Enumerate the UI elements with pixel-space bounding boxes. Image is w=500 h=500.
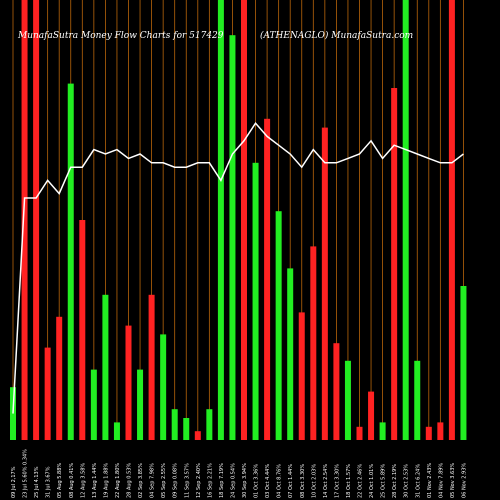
x-tick-label: 31 Jul 3.67% — [46, 466, 52, 498]
x-tick-label: 04 Nov 7.89% — [438, 463, 444, 498]
x-tick-label: 25 Jul 4.13% — [34, 466, 40, 498]
bar-2 — [21, 0, 28, 440]
bar-11 — [125, 325, 132, 440]
bar-series — [10, 0, 467, 441]
x-tick-label: 22 Aug 1.80% — [115, 463, 121, 498]
bar-32 — [368, 391, 375, 440]
x-tick-label: 08 Aug 0.41% — [69, 463, 75, 498]
bar-17 — [194, 431, 201, 440]
x-tick-label: 12 Aug 3.58% — [80, 463, 86, 498]
x-tick-label: 19 Aug 1.88% — [103, 463, 109, 498]
chart-title-left: MunafaSutra Money Flow Charts for 517429 — [17, 31, 224, 41]
bar-20 — [229, 35, 236, 440]
bar-26 — [298, 312, 305, 440]
x-tick-label: 07 Oct 1.44% — [288, 464, 294, 498]
x-tick-label: 06 Nov 2.93% — [461, 463, 467, 498]
x-tick-label: 30 Sep 3.94% — [242, 463, 248, 498]
bar-22 — [252, 162, 259, 441]
bar-13 — [148, 294, 155, 440]
x-tick-label: 12 Sep 2.40% — [196, 463, 202, 498]
bar-14 — [160, 334, 167, 440]
bar-39 — [448, 0, 455, 440]
bar-18 — [206, 409, 213, 440]
x-tick-label: 18 Oct 1.57% — [346, 464, 352, 498]
x-tick-label: 09 Jul 2,17% — [11, 466, 17, 498]
bar-12 — [137, 369, 144, 440]
x-tick-label: 23 Jul 5.60% 0.34% — [23, 449, 29, 498]
bar-31 — [356, 426, 363, 440]
x-tick-label: 22 Oct 2.46% — [358, 464, 364, 498]
bar-23 — [264, 118, 271, 441]
x-tick-label: 11 Sep 3.57% — [184, 463, 190, 498]
bar-38 — [437, 422, 444, 440]
x-tick-label: 05 Aug 5.88% — [57, 463, 63, 498]
x-tick-label: 05 Sep 2.55% — [161, 463, 167, 498]
x-tick-label: 24 Sep 0.54% — [230, 463, 236, 498]
x-tick-label: 28 Oct 2.19% — [392, 464, 398, 498]
bar-25 — [287, 268, 294, 440]
x-tick-label: 25 Oct 5.89% — [381, 464, 387, 498]
bar-6 — [67, 83, 74, 440]
x-tick-label: 10 Oct 2.03% — [311, 464, 317, 498]
x-tick-label: 04 Sep 7.98% — [150, 463, 156, 498]
bar-28 — [321, 127, 328, 440]
bar-21 — [241, 0, 247, 440]
bar-33 — [379, 422, 386, 440]
x-tick-label: 09 Sep 0.08% — [173, 463, 179, 498]
x-tick-label: 13 Aug 1.44% — [92, 463, 98, 498]
x-tick-label: 17 Oct 3.30% — [334, 464, 340, 498]
bar-30 — [344, 360, 351, 440]
x-tick-label: 28 Aug 0.53% — [127, 463, 133, 498]
bar-8 — [90, 369, 97, 440]
bar-15 — [171, 409, 178, 440]
x-tick-label: 31 Oct 6.24% — [415, 464, 421, 498]
x-tick-label: 05 Nov 3.63% — [450, 463, 456, 498]
bar-5 — [56, 316, 63, 440]
bar-9 — [102, 294, 109, 440]
x-tick-labels: 09 Jul 2,17% 23 Jul 5.60% 0.34% 25 Jul 4.1… — [11, 449, 467, 498]
money-flow-line — [12, 121, 464, 414]
bar-4 — [44, 347, 51, 440]
x-tick-label: 14 Oct 2.54% — [323, 464, 329, 498]
x-tick-label: 03 Oct 4.44% — [265, 464, 271, 498]
bar-36 — [414, 360, 421, 440]
bar-34 — [391, 88, 398, 440]
bar-3 — [33, 0, 40, 440]
x-tick-label: 30 Oct 2.53% — [404, 464, 410, 498]
chart-title-right: (ATHENAGLO) MunafaSutra.com — [260, 30, 413, 41]
bar-29 — [333, 343, 340, 440]
x-tick-label: 01 Oct 3.36% — [254, 464, 260, 498]
x-tick-label: 01 Nov 2.43% — [427, 463, 433, 498]
x-tick-label: 18 Sep 7.19% — [219, 463, 225, 498]
x-tick-label: 24 Oct 1.01% — [369, 464, 375, 498]
bar-16 — [183, 418, 190, 440]
bar-7 — [79, 220, 86, 440]
x-tick-label: 16 Sep 2.21% — [207, 463, 213, 498]
x-tick-label: 08 Oct 3.30% — [300, 464, 306, 498]
bar-27 — [310, 246, 317, 440]
bar-35 — [402, 0, 409, 440]
bar-10 — [113, 422, 120, 440]
x-tick-label: 04 Oct 8.76% — [277, 464, 283, 498]
bar-37 — [425, 426, 432, 440]
bar-40 — [460, 286, 467, 440]
x-tick-label: 02 Sep 3.85% — [138, 463, 144, 498]
bar-19 — [217, 0, 224, 440]
bar-24 — [275, 211, 282, 440]
